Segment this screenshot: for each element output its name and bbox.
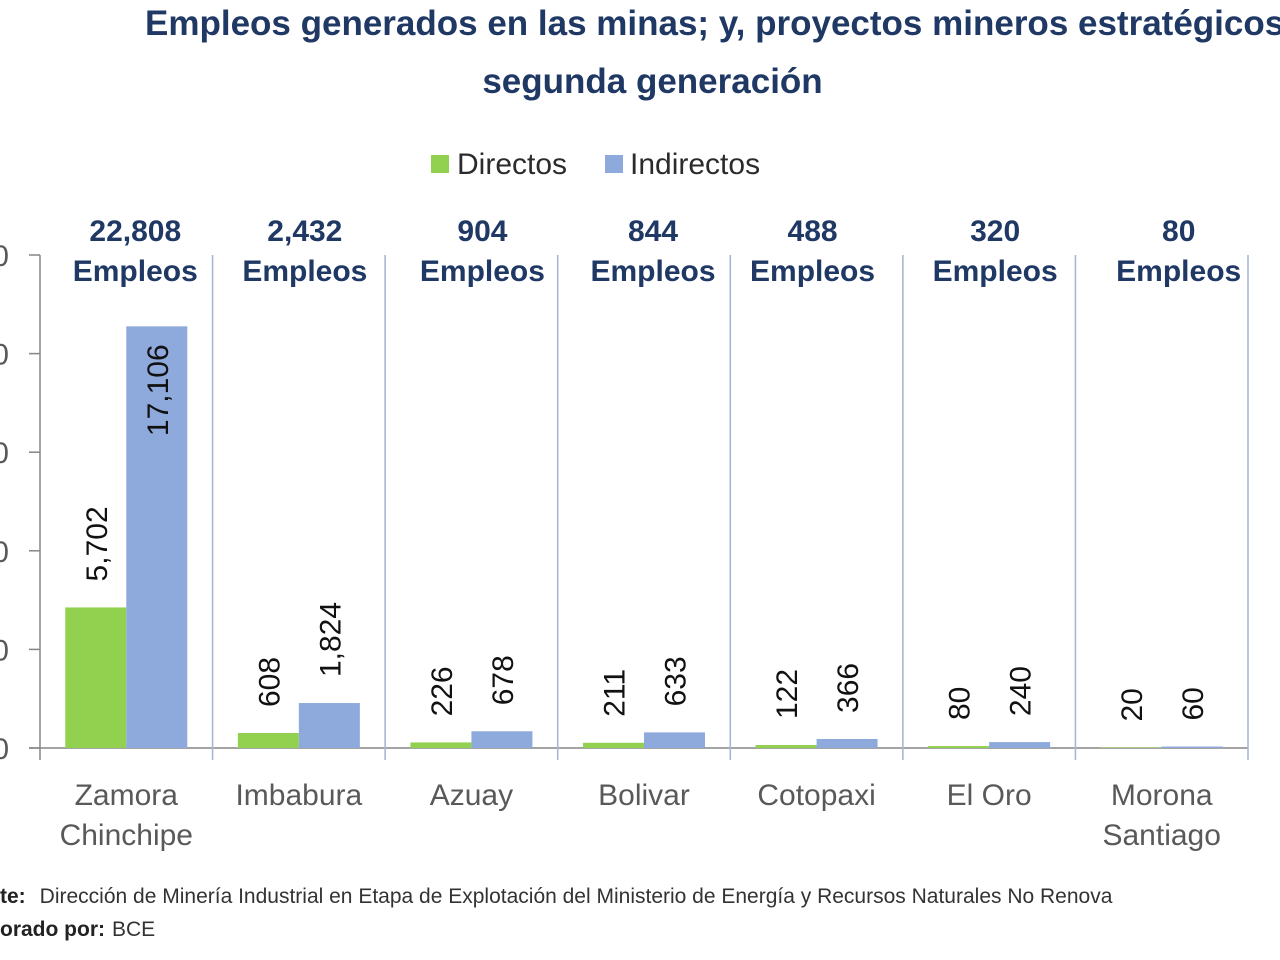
category-total: 844 Empleos [553,212,753,292]
bar-indirectos [989,742,1051,748]
category-total-value: 320 [970,215,1021,248]
y-tick-label: 4,000 [0,634,9,667]
bar-directos [928,746,990,748]
source-note: te: Dirección de Minería Industrial en Et… [0,884,1280,910]
category-total-suffix: Empleos [1116,255,1242,288]
category-total-suffix: Empleos [750,255,876,288]
category-total-suffix: Empleos [242,255,368,288]
data-label-indirectos: 366 [832,663,865,713]
bar-directos [1100,747,1162,749]
category-total-value: 2,432 [267,215,343,248]
y-tick-label: 16,000 [0,339,9,372]
category-total-suffix: Empleos [72,255,198,288]
x-tick-label: Imbabura [235,779,363,812]
category-total-value: 488 [787,215,838,248]
x-tick-label: Azuay [429,779,514,812]
data-label-directos: 211 [599,669,632,717]
data-label-indirectos: 240 [1005,666,1038,716]
bar-directos [65,607,127,748]
category-total: 22,808 Empleos [35,212,235,292]
data-label-directos: 608 [253,657,286,707]
category-total: 320 Empleos [895,212,1095,292]
y-tick-label: 20,000 [0,240,9,273]
x-tick-label: Morona Santiago [1102,779,1221,852]
data-label-directos: 80 [944,687,977,720]
bar-indirectos [471,731,533,748]
category-total-suffix: Empleos [419,255,545,288]
bar-directos [583,742,644,748]
legend-label-directos: Directos [457,148,568,181]
category-total-value: 904 [457,215,508,248]
bars [65,326,1223,749]
chart-title-line1: Empleos generados en las minas; y, proye… [145,4,1280,43]
source-label: te: [0,885,26,908]
x-tick-label: El Oro [946,779,1032,812]
data-label-indirectos: 1,824 [314,602,347,677]
category-total: 2,432 Empleos [205,212,405,292]
category-total-value: 844 [627,215,679,248]
credit-note: orado por: BCE [0,917,1280,943]
category-total-value: 80 [1162,215,1196,248]
bar-indirectos [1161,746,1223,748]
bar-indirectos [298,703,360,748]
category-total: 80 Empleos [1079,212,1279,292]
y-tick-label: 8,000 [0,536,9,569]
x-tick-label: Bolivar [598,779,690,812]
legend-swatch-indirectos [605,155,623,173]
credit-text: BCE [112,918,156,941]
y-tick-label: 0 [0,733,9,766]
category-total-suffix: Empleos [932,255,1058,288]
data-label-indirectos: 633 [660,656,693,706]
bar-indirectos [126,326,188,748]
data-label-directos: 5,702 [81,506,114,581]
bar-directos [410,742,472,748]
bar-directos [237,733,299,748]
category-total-value: 22,808 [89,215,182,248]
y-tick-label: 12,000 [0,437,9,470]
data-label-indirectos: 60 [1177,687,1210,720]
data-label-directos: 226 [426,666,459,716]
data-label-indirectos: 17,106 [142,344,175,436]
credit-label: orado por: [0,918,105,941]
legend-label-indirectos: Indirectos [630,148,761,181]
bar-indirectos [816,738,878,748]
x-tick-label: Cotopaxi [757,779,876,812]
category-total: 904 Empleos [382,212,582,292]
x-tick-label: Zamora Chinchipe [59,779,193,852]
category-total: 488 Empleos [713,212,913,292]
source-text: Dirección de Minería Industrial en Etapa… [39,885,1113,908]
data-labels: 5,702 17,106 608 1,824 226 678 211 633 122 366 80 2… [81,344,1210,721]
chart-title: Empleos generados en las minas; y, proye… [145,2,1280,46]
data-label-indirectos: 678 [487,655,520,705]
bar-indirectos [644,732,705,748]
legend-swatch-directos [431,155,449,173]
data-label-directos: 122 [771,669,804,719]
chart-title-line2: segunda generación [482,62,823,101]
category-total-suffix: Empleos [590,255,716,288]
data-label-directos: 20 [1116,688,1149,721]
bar-directos [755,744,817,748]
